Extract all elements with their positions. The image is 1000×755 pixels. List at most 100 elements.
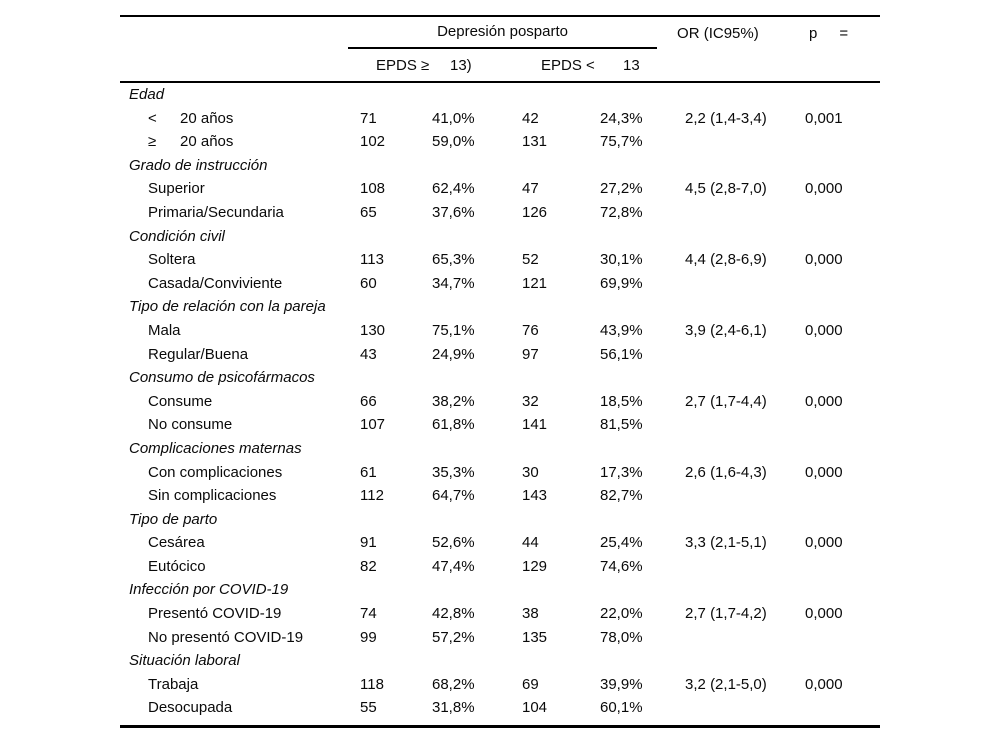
cell-p: 0,000 bbox=[805, 534, 843, 552]
cell-pct-epds-high: 75,1% bbox=[432, 321, 475, 339]
equals-sign: = bbox=[839, 24, 849, 42]
cell-n-epds-high: 112 bbox=[360, 487, 384, 505]
cell-p bbox=[805, 555, 880, 579]
section-title: Consumo de psicofármacos bbox=[129, 369, 315, 387]
cell-or: 2,6 (1,6-4,3) bbox=[685, 463, 767, 481]
cell-pct-epds-low: 82,7% bbox=[600, 487, 643, 505]
cell-pct-epds-low: 43,9% bbox=[600, 321, 643, 339]
cell-or bbox=[677, 343, 805, 367]
table-row: Sin complicaciones 112 64,7% 143 82,7% bbox=[120, 484, 880, 508]
section-title-row: Consumo de psicofármacos bbox=[120, 366, 880, 390]
cell-label: Sin complicaciones bbox=[120, 484, 360, 508]
table-row: Primaria/Secundaria 65 37,6% 126 72,8% bbox=[120, 201, 880, 225]
cell-or bbox=[677, 484, 805, 508]
cell-n-epds-low: 30 bbox=[522, 463, 539, 481]
cell-label: Desocupada bbox=[120, 696, 360, 726]
table-row: Presentó COVID-19 74 42,8% 38 22,0% 2,7 (1,7-… bbox=[120, 602, 880, 626]
cell-n-epds-high: 74 bbox=[360, 605, 377, 623]
cell-pct-epds-low: 39,9% bbox=[600, 675, 643, 693]
cell-pct-epds-high: 38,2% bbox=[432, 392, 475, 410]
table-row: Mala 130 75,1% 76 43,9% 3,9 (2,4-6,1) 0,000 bbox=[120, 319, 880, 343]
epds-high-label: EPDS ≥ bbox=[360, 49, 432, 83]
cell-label: Regular/Buena bbox=[120, 343, 360, 367]
cell-label: <20 años bbox=[120, 107, 360, 131]
row-label-text: Primaria/Secundaria bbox=[148, 203, 284, 221]
cell-n-epds-high: 130 bbox=[360, 321, 386, 339]
cell-label: Soltera bbox=[120, 248, 360, 272]
cell-label: ≥20 años bbox=[120, 130, 360, 154]
cell-n-epds-high: 118 bbox=[360, 675, 384, 693]
section-title-row: Edad bbox=[120, 82, 880, 107]
cell-label: Cesárea bbox=[120, 531, 360, 555]
cell-label: No presentó COVID-19 bbox=[120, 626, 360, 650]
table-row: Casada/Conviviente 60 34,7% 121 69,9% bbox=[120, 272, 880, 296]
cell-pct-epds-low: 24,3% bbox=[600, 109, 643, 127]
cell-p: 0,000 bbox=[805, 605, 843, 623]
subheader-empty-p bbox=[805, 49, 881, 83]
row-label-text: Mala bbox=[148, 321, 181, 339]
cell-n-epds-low: 38 bbox=[522, 605, 539, 623]
cell-label: Mala bbox=[120, 319, 360, 343]
cell-n-epds-low: 32 bbox=[522, 392, 539, 410]
cell-or: 3,3 (2,1-5,1) bbox=[685, 534, 767, 552]
cell-or: 3,9 (2,4-6,1) bbox=[685, 321, 767, 339]
document-page: Depresión posparto OR (IC95%) p = EPDS ≥ … bbox=[120, 15, 881, 729]
cell-pct-epds-high: 65,3% bbox=[432, 251, 475, 269]
cell-n-epds-high: 66 bbox=[360, 392, 377, 410]
cell-p bbox=[805, 696, 880, 726]
cell-p bbox=[805, 626, 880, 650]
cell-n-epds-high: 102 bbox=[360, 133, 386, 151]
cell-pct-epds-high: 42,8% bbox=[432, 605, 475, 623]
cell-pct-epds-low: 56,1% bbox=[600, 345, 643, 363]
cell-or bbox=[677, 626, 805, 650]
cell-p bbox=[805, 484, 880, 508]
cell-label: Presentó COVID-19 bbox=[120, 602, 360, 626]
section-title: Grado de instrucción bbox=[129, 156, 268, 174]
row-label-text: Sin complicaciones bbox=[148, 487, 277, 505]
comparison-symbol: ≥ bbox=[148, 133, 157, 151]
comparison-symbol: < bbox=[148, 109, 157, 127]
row-label-text: 20 años bbox=[180, 109, 234, 127]
row-label-text: Soltera bbox=[148, 251, 196, 269]
cell-p: 0,000 bbox=[805, 463, 843, 481]
cell-or bbox=[677, 555, 805, 579]
cell-n-epds-low: 69 bbox=[522, 675, 539, 693]
section-title: Tipo de parto bbox=[129, 510, 218, 528]
header-row: Depresión posparto OR (IC95%) p = bbox=[120, 16, 880, 49]
cell-p: 0,000 bbox=[805, 675, 843, 693]
table-row: <20 años 71 41,0% 42 24,3% 2,2 (1,4-3,4) 0,001 bbox=[120, 107, 880, 131]
cell-n-epds-high: 82 bbox=[360, 557, 377, 575]
cell-label: No consume bbox=[120, 413, 360, 437]
cell-pct-epds-high: 59,0% bbox=[432, 133, 475, 151]
table-row: No presentó COVID-19 99 57,2% 135 78,0% bbox=[120, 626, 880, 650]
table-row: Eutócico 82 47,4% 129 74,6% bbox=[120, 555, 880, 579]
cell-label: Primaria/Secundaria bbox=[120, 201, 360, 225]
cell-p bbox=[805, 343, 880, 367]
cell-pct-epds-high: 68,2% bbox=[432, 675, 475, 693]
section-title: Complicaciones maternas bbox=[129, 439, 302, 457]
cell-or bbox=[677, 696, 805, 726]
stats-table: Depresión posparto OR (IC95%) p = EPDS ≥ … bbox=[120, 15, 881, 729]
p-header-label: p bbox=[809, 24, 818, 42]
row-label-text: Consume bbox=[148, 392, 213, 410]
cell-n-epds-low: 121 bbox=[522, 274, 548, 292]
cell-n-epds-high: 99 bbox=[360, 628, 377, 646]
epds-high-cutoff: 13) bbox=[432, 49, 522, 83]
cell-pct-epds-low: 60,1% bbox=[600, 699, 643, 717]
cell-n-epds-high: 108 bbox=[360, 180, 386, 198]
cell-n-epds-low: 76 bbox=[522, 321, 539, 339]
cell-n-epds-high: 65 bbox=[360, 203, 377, 221]
table-row: Soltera 113 65,3% 52 30,1% 4,4 (2,8-6,9) 0,000 bbox=[120, 248, 880, 272]
cell-n-epds-high: 107 bbox=[360, 416, 386, 434]
cell-pct-epds-high: 35,3% bbox=[432, 463, 475, 481]
cell-pct-epds-high: 47,4% bbox=[432, 557, 475, 575]
cell-n-epds-low: 104 bbox=[522, 699, 548, 717]
section-title: Situación laboral bbox=[129, 652, 240, 670]
cell-pct-epds-low: 78,0% bbox=[600, 628, 643, 646]
cell-pct-epds-high: 41,0% bbox=[432, 109, 475, 127]
cell-pct-epds-low: 75,7% bbox=[600, 133, 643, 151]
row-label-text: Casada/Conviviente bbox=[148, 274, 283, 292]
cell-p: 0,000 bbox=[805, 392, 843, 410]
cell-label: Trabaja bbox=[120, 673, 360, 697]
cell-or bbox=[677, 130, 805, 154]
